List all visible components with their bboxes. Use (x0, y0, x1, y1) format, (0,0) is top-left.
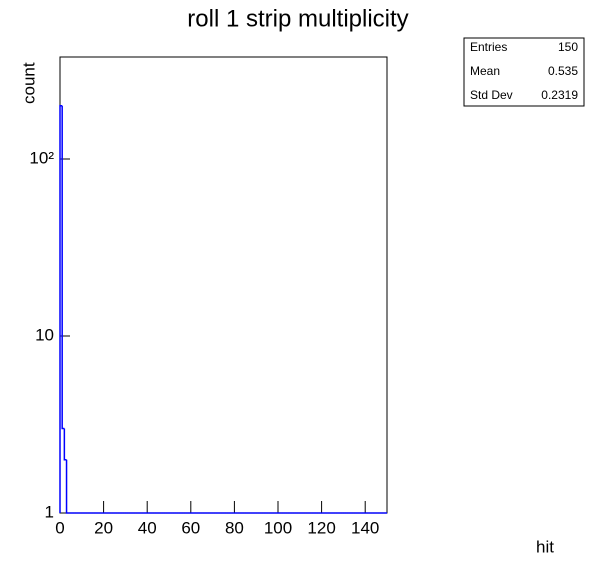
y-tick-label: 10 (35, 325, 54, 344)
stats-value: 0.2319 (541, 88, 578, 102)
stats-name: Entries (470, 40, 507, 54)
x-tick-label: 0 (55, 518, 64, 537)
stats-value: 0.535 (548, 64, 578, 78)
y-tick-label: 1 (45, 502, 54, 521)
y-tick-label: 10² (29, 148, 54, 167)
histogram-bin (65, 459, 69, 514)
x-tick-label: 120 (307, 518, 335, 537)
stats-box (463, 37, 585, 107)
chart-title: roll 1 strip multiplicity (187, 5, 408, 32)
histogram-bin (63, 428, 67, 461)
x-tick-label: 80 (225, 518, 244, 537)
x-tick-label: 40 (138, 518, 157, 537)
stats-name: Mean (470, 64, 500, 78)
x-tick-label: 100 (264, 518, 292, 537)
x-tick-label: 140 (351, 518, 379, 537)
stats-name: Std Dev (470, 88, 513, 102)
stats-value: 150 (558, 40, 578, 54)
y-axis-label: count (19, 62, 38, 104)
x-tick-label: 20 (94, 518, 113, 537)
x-axis-label: hit (536, 537, 554, 556)
x-tick-label: 60 (181, 518, 200, 537)
